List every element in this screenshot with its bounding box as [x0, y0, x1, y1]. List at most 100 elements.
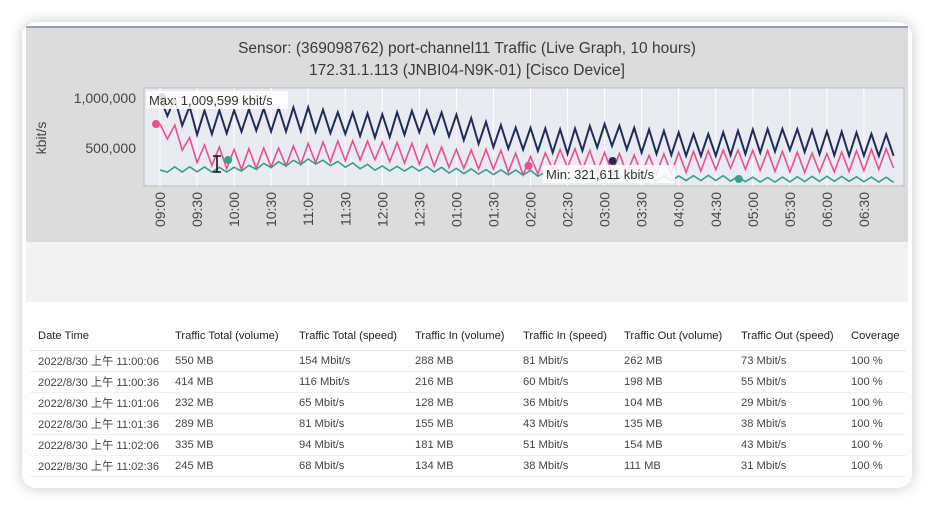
table-cell: 29 Mbit/s	[733, 392, 843, 414]
series-line-2[interactable]	[159, 158, 895, 184]
table-row[interactable]: 2022/8/30 上午 11:00:06 550 MB 154 Mbit/s 288…	[30, 350, 906, 372]
table-cell: 100 %	[843, 455, 906, 477]
column-header[interactable]: Coverage	[843, 322, 906, 351]
data-point-marker[interactable]	[224, 156, 233, 164]
graph-spacer	[26, 242, 908, 302]
table-header-row: Date Time Traffic Total (volume) Traffic T…	[30, 322, 906, 351]
app-window: Sensor: (369098762) port-channel11 Traff…	[22, 22, 912, 488]
data-point-marker[interactable]	[524, 161, 533, 170]
table-cell: 116 Mbit/s	[291, 371, 407, 393]
column-header[interactable]: Traffic Total (volume)	[167, 322, 291, 351]
max-label-bg	[146, 91, 288, 109]
column-header[interactable]: Traffic In (speed)	[515, 322, 616, 351]
table-cell: 100 %	[843, 413, 906, 435]
column-header[interactable]: Traffic Out (volume)	[616, 322, 733, 351]
x-tick-label: 02:30	[560, 192, 576, 227]
table-cell: 2022/8/30 上午 11:02:06	[30, 434, 167, 456]
table-cell: 55 Mbit/s	[733, 371, 843, 393]
table-row[interactable]: 2022/8/30 上午 11:00:36 414 MB 116 Mbit/s 216…	[30, 371, 906, 393]
table-cell: 262 MB	[616, 350, 733, 372]
table-cell: 100 %	[843, 434, 906, 456]
x-tick-label: 05:30	[782, 192, 798, 227]
table-cell: 104 MB	[616, 392, 733, 414]
graph-title: Sensor: (369098762) port-channel11 Traff…	[238, 40, 696, 57]
x-tick-label: 01:30	[485, 192, 501, 227]
table-cell: 245 MB	[167, 455, 291, 477]
table-row[interactable]: 2022/8/30 上午 11:02:36 245 MB 68 Mbit/s 134 …	[30, 455, 906, 477]
column-header[interactable]: Traffic Total (speed)	[291, 322, 407, 351]
table-cell: 65 Mbit/s	[291, 392, 407, 414]
table-cell: 550 MB	[167, 350, 291, 372]
live-graph-panel: Sensor: (369098762) port-channel11 Traff…	[26, 26, 908, 244]
table-cell: 43 Mbit/s	[733, 434, 843, 456]
table-cell: 94 Mbit/s	[291, 434, 407, 456]
x-tick-label: 01:00	[448, 192, 464, 227]
table-cell: 100 %	[843, 392, 906, 414]
x-tick-label: 04:00	[671, 192, 687, 227]
tick-layer: 1,000,000 500,000 09:00 09:30 10:00 10:30 11:0…	[74, 90, 872, 227]
table-row[interactable]: 2022/8/30 上午 11:01:36 289 MB 81 Mbit/s 155 …	[30, 413, 906, 435]
data-point-marker[interactable]	[152, 120, 160, 128]
x-tick-label: 11:00	[300, 192, 316, 226]
table-cell: 51 Mbit/s	[515, 434, 616, 456]
table-body: 2022/8/30 上午 11:00:06 550 MB 154 Mbit/s 288…	[30, 350, 906, 477]
table-cell: 81 Mbit/s	[515, 350, 616, 372]
y-axis-label: kbit/s	[33, 122, 49, 155]
x-tick-label: 06:30	[856, 192, 872, 227]
min-label-bg	[543, 165, 675, 183]
data-point-marker[interactable]	[734, 175, 743, 183]
table-cell: 414 MB	[167, 371, 291, 393]
series-line-0[interactable]	[159, 95, 895, 160]
x-tick-label: 10:00	[226, 192, 242, 227]
traffic-chart[interactable]: kbit/s 1,000,000 500,000 09:00 09:30 10:00 10…	[26, 28, 908, 244]
y-tick-label: 500,000	[85, 140, 136, 156]
table-cell: 100 %	[843, 350, 906, 372]
table-cell: 155 MB	[407, 413, 515, 435]
x-tick-label: 02:00	[523, 192, 539, 227]
table-cell: 154 Mbit/s	[291, 350, 407, 372]
traffic-table-container: Date Time Traffic Total (volume) Traffic T…	[30, 322, 906, 477]
x-tick-label: 06:00	[819, 192, 835, 227]
table-cell: 335 MB	[167, 434, 291, 456]
data-point-marker[interactable]	[608, 157, 617, 165]
x-tick-label: 11:30	[337, 192, 353, 226]
table-cell: 2022/8/30 上午 11:02:36	[30, 455, 167, 477]
table-cell: 38 Mbit/s	[515, 455, 616, 477]
table-cell: 154 MB	[616, 434, 733, 456]
table-cell: 60 Mbit/s	[515, 371, 616, 393]
table-cell: 289 MB	[167, 413, 291, 435]
table-cell: 198 MB	[616, 371, 733, 393]
x-tick-label: 12:00	[374, 192, 390, 227]
table-cell: 36 Mbit/s	[515, 392, 616, 414]
table-cell: 2022/8/30 上午 11:01:06	[30, 392, 167, 414]
column-header[interactable]: Traffic Out (speed)	[733, 322, 843, 351]
x-tick-label: 04:30	[708, 192, 724, 227]
table-cell: 100 %	[843, 371, 906, 393]
table-cell: 128 MB	[407, 392, 515, 414]
table-row[interactable]: 2022/8/30 上午 11:02:06 335 MB 94 Mbit/s 181 …	[30, 434, 906, 456]
table-cell: 2022/8/30 上午 11:01:36	[30, 413, 167, 435]
column-header[interactable]: Traffic In (volume)	[407, 322, 515, 351]
table-cell: 81 Mbit/s	[291, 413, 407, 435]
x-tick-label: 10:30	[263, 192, 279, 227]
table-cell: 2022/8/30 上午 11:00:06	[30, 350, 167, 372]
table-cell: 68 Mbit/s	[291, 455, 407, 477]
table-cell: 216 MB	[407, 371, 515, 393]
x-tick-label: 12:30	[411, 192, 427, 227]
table-cell: 135 MB	[616, 413, 733, 435]
min-label: Min: 321,611 kbit/s	[546, 167, 655, 182]
table-cell: 232 MB	[167, 392, 291, 414]
x-tick-label: 09:00	[152, 192, 168, 227]
table-cell: 38 Mbit/s	[733, 413, 843, 435]
table-cell: 134 MB	[407, 455, 515, 477]
x-tick-label: 09:30	[189, 192, 205, 227]
x-tick-label: 03:30	[634, 192, 650, 227]
x-tick-label: 05:00	[745, 192, 761, 227]
table-row[interactable]: 2022/8/30 上午 11:01:06 232 MB 65 Mbit/s 128 …	[30, 392, 906, 414]
traffic-table: Date Time Traffic Total (volume) Traffic T…	[30, 322, 906, 477]
y-tick-label: 1,000,000	[74, 90, 136, 106]
table-cell: 288 MB	[407, 350, 515, 372]
x-tick-label: 03:00	[597, 192, 613, 227]
column-header[interactable]: Date Time	[30, 322, 167, 351]
graph-subtitle: 172.31.1.113 (JNBI04-N9K-01) [Cisco Devi…	[309, 62, 625, 79]
